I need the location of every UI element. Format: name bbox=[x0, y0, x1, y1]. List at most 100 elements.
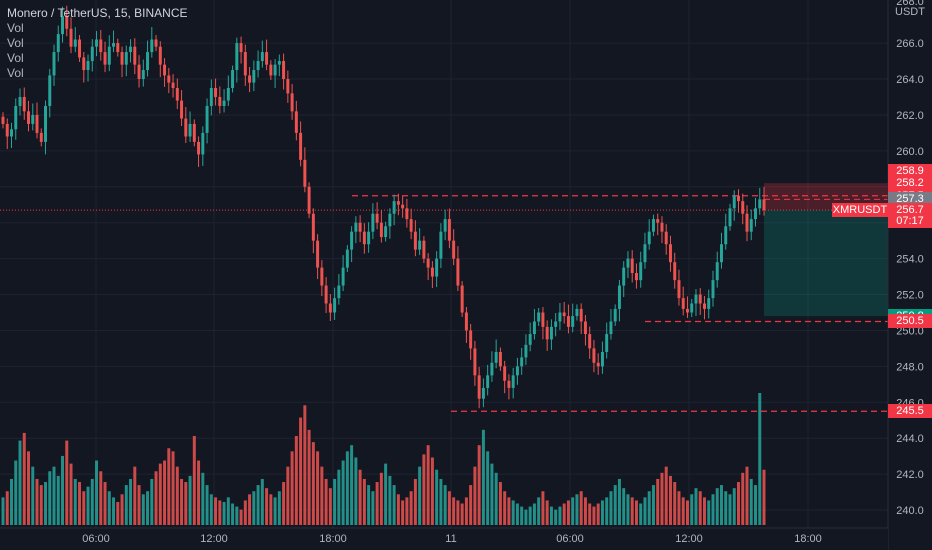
candle-body bbox=[311, 213, 315, 241]
volume-bar bbox=[133, 466, 137, 525]
price-tick-label: 266.0 bbox=[896, 38, 924, 50]
volume-bar bbox=[677, 491, 681, 525]
volume-bar bbox=[396, 494, 400, 525]
volume-bar bbox=[120, 494, 124, 525]
candle-body bbox=[107, 46, 111, 65]
volume-bar bbox=[426, 445, 430, 525]
volume-bar bbox=[184, 482, 188, 525]
candle-body bbox=[61, 16, 65, 35]
candle-body bbox=[566, 316, 570, 327]
volume-bar bbox=[685, 500, 689, 525]
candle-body bbox=[260, 52, 264, 62]
candle-body bbox=[99, 39, 103, 53]
volume-bar bbox=[52, 466, 56, 525]
candle-body bbox=[256, 61, 260, 71]
volume-bar bbox=[239, 509, 243, 525]
candle-body bbox=[243, 52, 247, 76]
volume-bar bbox=[48, 471, 52, 525]
volume-bar bbox=[328, 488, 332, 525]
volume-bar bbox=[473, 466, 477, 525]
candle-body bbox=[630, 258, 634, 273]
volume-bar bbox=[524, 509, 528, 525]
volume-bar bbox=[469, 485, 473, 525]
candle-body bbox=[222, 100, 226, 106]
volume-indicator-label[interactable]: Vol bbox=[7, 51, 24, 65]
candle-body bbox=[375, 213, 379, 223]
candle-body bbox=[320, 267, 324, 286]
candle-body bbox=[192, 123, 196, 142]
volume-bar bbox=[609, 491, 613, 525]
price-tick-label: 240.0 bbox=[896, 505, 924, 517]
volume-bar bbox=[175, 466, 179, 525]
volume-bar bbox=[18, 440, 22, 525]
candle-body bbox=[248, 75, 252, 83]
volume-bar bbox=[698, 491, 702, 525]
candle-body bbox=[524, 344, 528, 358]
volume-bar bbox=[711, 494, 715, 525]
price-tick-label: 268.0 bbox=[896, 0, 924, 8]
candle-body bbox=[711, 280, 715, 299]
candle-body bbox=[571, 316, 575, 327]
candle-body bbox=[617, 285, 621, 309]
volume-indicator-label[interactable]: Vol bbox=[7, 66, 24, 80]
volume-bar bbox=[277, 491, 281, 525]
volume-bar bbox=[596, 503, 600, 525]
volume-bar bbox=[192, 435, 196, 525]
chart-legend: Monero / TetherUS, 15, BINANCE Vol Vol V… bbox=[7, 6, 188, 81]
volume-bar bbox=[337, 469, 341, 525]
volume-bar bbox=[754, 485, 757, 525]
candle-body bbox=[405, 208, 409, 220]
volume-bar bbox=[647, 491, 651, 525]
volume-bar bbox=[630, 497, 634, 525]
volume-bar bbox=[180, 478, 184, 525]
volume-bar bbox=[656, 478, 660, 525]
candle-body bbox=[503, 366, 507, 381]
volume-bar bbox=[150, 478, 154, 525]
volume-bar bbox=[384, 463, 388, 525]
candle-body bbox=[31, 114, 35, 124]
volume-indicator-label[interactable]: Vol bbox=[7, 36, 24, 50]
volume-bar bbox=[554, 509, 558, 525]
symbol-title[interactable]: Monero / TetherUS, 15, BINANCE bbox=[7, 6, 188, 20]
candle-body bbox=[103, 52, 107, 65]
volume-bar bbox=[588, 503, 592, 525]
candle-body bbox=[86, 61, 90, 71]
candle-body bbox=[609, 321, 613, 335]
volume-bar bbox=[286, 466, 290, 525]
candle-body bbox=[507, 380, 511, 388]
volume-bar bbox=[452, 497, 456, 525]
time-axis[interactable]: 06:00 12:00 18:00 11 06:00 12:00 18:00 bbox=[0, 527, 888, 550]
candle-body bbox=[354, 222, 358, 232]
volume-bar bbox=[388, 475, 392, 525]
volume-bar bbox=[762, 469, 766, 525]
volume-indicator-label[interactable]: Vol bbox=[7, 21, 24, 35]
volume-bar bbox=[702, 497, 706, 525]
price-tag: 256.7 bbox=[888, 203, 932, 218]
volume-bar bbox=[660, 472, 664, 525]
volume-bar bbox=[724, 491, 728, 525]
volume-bar bbox=[413, 478, 417, 525]
volume-bar bbox=[371, 491, 375, 525]
time-tick-label: 18:00 bbox=[319, 533, 347, 545]
volume-bar bbox=[222, 501, 226, 525]
volume-bar bbox=[129, 478, 133, 525]
candle-body bbox=[286, 79, 290, 94]
price-axis[interactable]: USDT268.0266.0264.0262.0260.0258.0256.02… bbox=[887, 0, 932, 550]
volume-bar bbox=[273, 497, 277, 525]
candle-body bbox=[39, 132, 43, 142]
candle-body bbox=[681, 298, 685, 309]
candle-body bbox=[745, 213, 749, 232]
volume-bar bbox=[634, 500, 638, 525]
candle-body bbox=[371, 213, 375, 232]
volume-bar bbox=[146, 491, 150, 525]
candle-body bbox=[337, 285, 341, 299]
price-tag: 07:17 bbox=[888, 213, 932, 228]
candle-body bbox=[290, 93, 294, 112]
candle-body bbox=[14, 105, 18, 130]
candle-body bbox=[175, 88, 179, 101]
volume-bar bbox=[95, 460, 99, 525]
price-tick-label: 248.0 bbox=[896, 361, 924, 373]
volume-bar bbox=[749, 478, 753, 525]
volume-bar bbox=[226, 497, 230, 525]
